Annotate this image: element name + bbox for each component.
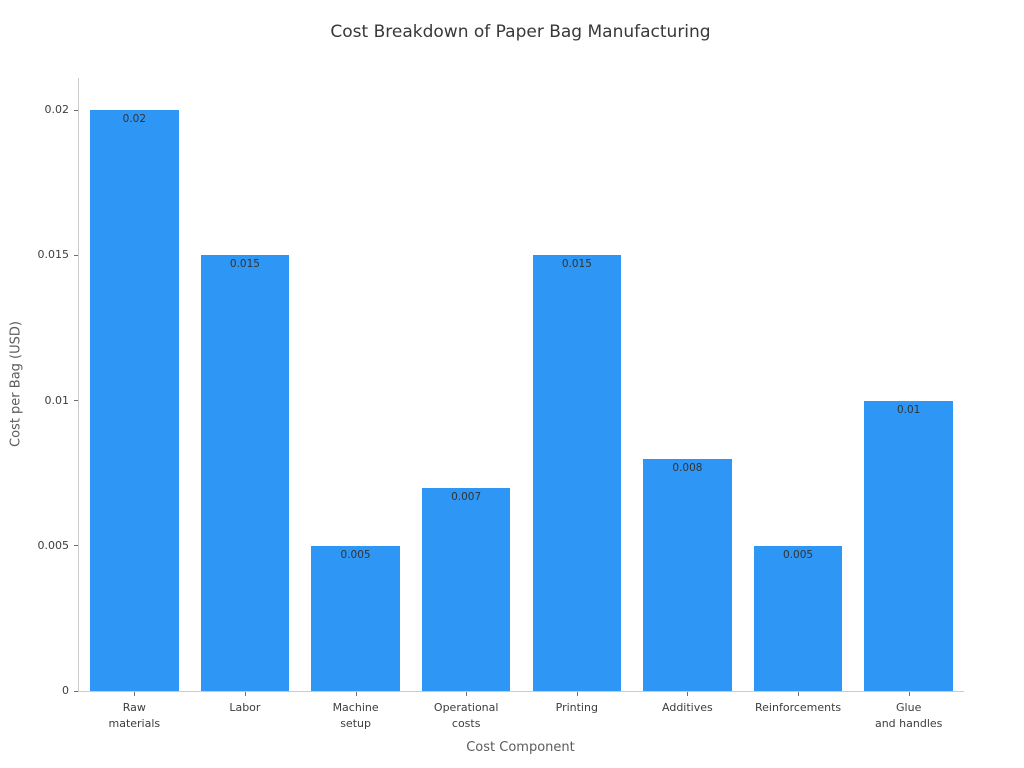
bar: 0.02 [90,110,179,691]
bar-value-label: 0.02 [122,113,147,125]
y-tick-label: 0.015 [37,248,70,262]
plot-area: 0.02 Raw materials 0.015 Labor 0.005 Machine … [38,78,964,730]
x-tick-mark [134,692,136,696]
x-tick-mark [798,692,800,696]
x-tick-mark [355,692,357,696]
x-tick-label: Glue and handles [874,701,943,730]
y-tick-mark [74,545,78,547]
bar-value-label: 0.015 [229,258,260,271]
x-tick-label: Raw materials [108,701,161,730]
y-tick-mark [74,254,78,256]
x-tick-label: Reinforcements [755,701,842,714]
x-tick-mark [687,692,689,696]
x-tick-label: Printing [555,701,598,714]
x-tick-label: Operational costs [433,701,499,730]
bar: 0.015 [532,255,622,691]
x-tick-mark [244,692,246,696]
x-tick-mark [908,692,910,696]
y-tick-label: 0.005 [37,538,70,552]
bar: 0.005 [753,545,843,691]
bar-value-label: 0.005 [340,548,371,561]
bar: 0.008 [643,458,732,691]
chart-title: Cost Breakdown of Paper Bag Manufacturin… [330,22,711,42]
x-tick-label: Labor [229,701,261,714]
x-tick-label: Machine setup [332,701,379,730]
y-tick-label: 0 [62,684,69,697]
y-tick-mark [74,400,78,401]
bar-value-label: 0.015 [561,258,592,271]
y-tick-mark [74,109,78,111]
y-tick-label: 0.02 [44,103,70,116]
x-tick-mark [576,692,578,696]
x-axis-title: Cost Component [466,740,575,755]
bar: 0.01 [864,400,953,691]
y-tick-mark [74,690,78,692]
bar-value-label: 0.008 [672,461,703,474]
y-axis-title: Cost per Bag (USD) [8,321,24,447]
x-tick-label: Additives [662,701,713,714]
x-tick-mark [466,692,468,696]
bar: 0.007 [421,487,511,691]
bar-value-label: 0.01 [896,403,921,416]
bar: 0.015 [200,255,290,691]
bar: 0.005 [311,545,400,691]
bar-value-label: 0.005 [783,548,814,561]
bar-value-label: 0.007 [451,490,482,503]
y-tick-label: 0.01 [44,393,70,407]
